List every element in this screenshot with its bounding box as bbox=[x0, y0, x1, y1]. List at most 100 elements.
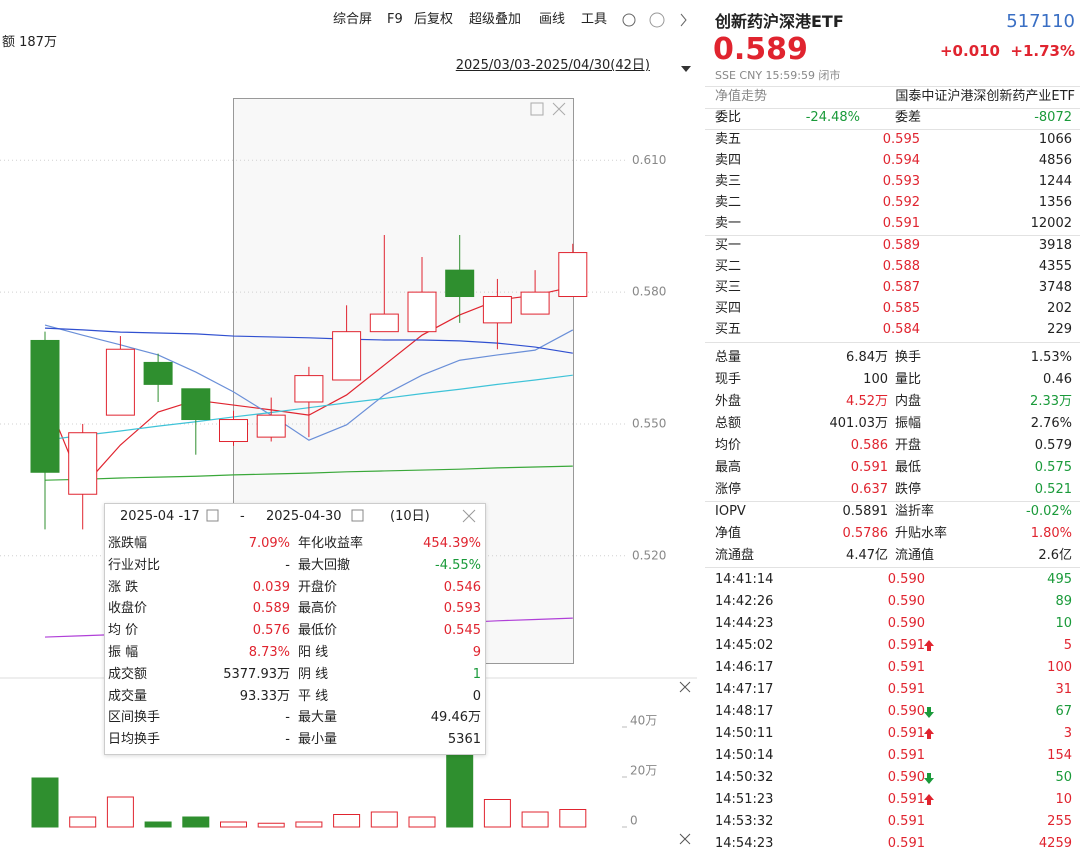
toolbar-button[interactable]: 超级叠加 bbox=[469, 12, 522, 27]
toolbar-button[interactable]: 工具 bbox=[581, 12, 608, 27]
y-tick-label: 0.520 bbox=[632, 548, 666, 562]
close-icon[interactable] bbox=[679, 681, 691, 693]
trade-volume: 154 bbox=[1047, 748, 1072, 763]
volume-bar bbox=[521, 811, 549, 828]
order-volume: 4856 bbox=[1038, 153, 1072, 168]
next-icon[interactable] bbox=[680, 13, 687, 27]
stat-value: 0.576 bbox=[252, 623, 290, 639]
settings-icon[interactable] bbox=[622, 13, 636, 27]
security-code: 517110 bbox=[1006, 11, 1075, 32]
trade-price: 0.590 bbox=[887, 770, 925, 785]
separator bbox=[705, 235, 1080, 236]
end-date[interactable]: 2025-04-30 bbox=[266, 509, 342, 524]
quote-value: 2.6亿 bbox=[1038, 548, 1072, 563]
quote-label: 最高 bbox=[715, 460, 742, 475]
candle-body bbox=[256, 414, 286, 438]
help-icon[interactable] bbox=[649, 12, 665, 28]
close-icon[interactable] bbox=[679, 833, 691, 845]
candle-body bbox=[30, 339, 60, 473]
trade-volume: 31 bbox=[1055, 682, 1072, 697]
market-meta: SSE CNY 15:59:59 闭市 bbox=[715, 68, 841, 82]
quote-value: 401.03万 bbox=[829, 416, 889, 431]
candle-body bbox=[143, 361, 173, 385]
start-date[interactable]: 2025-04 -17 bbox=[120, 509, 200, 524]
date-separator: - bbox=[240, 509, 245, 524]
quote-value: 0.521 bbox=[1034, 482, 1072, 497]
y-tick-label: 0.580 bbox=[632, 285, 666, 299]
stat-label: 阳 线 bbox=[298, 645, 329, 660]
stat-label: 最大量 bbox=[298, 710, 338, 726]
order-volume: 229 bbox=[1047, 322, 1072, 337]
order-price: 0.587 bbox=[882, 280, 920, 295]
trade-time: 14:47:17 bbox=[715, 682, 774, 697]
trade-volume: 3 bbox=[1063, 726, 1072, 741]
trade-price: 0.591 bbox=[887, 836, 925, 851]
stat-label: 成交量 bbox=[108, 688, 148, 704]
order-price: 0.585 bbox=[882, 301, 920, 316]
quote-value: 2.76% bbox=[1030, 416, 1072, 431]
trade-time: 14:41:14 bbox=[715, 572, 774, 587]
nav-tab[interactable]: 净值走势 bbox=[715, 89, 768, 104]
trade-volume: 255 bbox=[1047, 814, 1072, 829]
close-icon[interactable] bbox=[552, 102, 566, 116]
trade-volume: 10 bbox=[1055, 616, 1072, 631]
order-volume: 1066 bbox=[1038, 132, 1072, 147]
trade-volume: 89 bbox=[1055, 594, 1072, 609]
trade-arrow bbox=[924, 640, 934, 651]
trade-time: 14:50:11 bbox=[715, 726, 774, 741]
quote-value: -0.02% bbox=[1026, 504, 1072, 519]
date-range[interactable]: 2025/03/03-2025/04/30(42日) bbox=[455, 58, 650, 73]
quote-label: 净值 bbox=[715, 526, 742, 541]
ratio-label: 委比 bbox=[715, 110, 742, 125]
order-price: 0.593 bbox=[882, 174, 920, 189]
trade-price: 0.591 bbox=[887, 792, 925, 807]
separator bbox=[705, 342, 1080, 343]
y-tick-label: 40万 bbox=[630, 714, 657, 728]
stat-value: 0.589 bbox=[252, 601, 290, 617]
dropdown-icon[interactable] bbox=[681, 66, 691, 72]
stat-value: 0.039 bbox=[252, 579, 290, 595]
quote-label: 内盘 bbox=[895, 394, 922, 409]
trade-time: 14:50:14 bbox=[715, 748, 774, 763]
separator bbox=[705, 108, 1080, 109]
quote-label: 开盘 bbox=[895, 438, 922, 453]
trade-price: 0.590 bbox=[887, 594, 925, 609]
stat-value: 93.33万 bbox=[239, 688, 290, 704]
stat-label: 年化收益率 bbox=[298, 536, 364, 551]
toolbar-button[interactable]: 后复权 bbox=[414, 12, 454, 27]
quote-value: 0.575 bbox=[1034, 460, 1072, 475]
order-level: 卖五 bbox=[715, 132, 742, 147]
quote-label: 跌停 bbox=[895, 482, 922, 497]
trade-arrow bbox=[924, 707, 934, 718]
trade-price: 0.591 bbox=[887, 748, 925, 763]
trade-volume: 67 bbox=[1055, 704, 1072, 719]
quote-label: IOPV bbox=[715, 504, 746, 519]
ratio-label: 委差 bbox=[895, 110, 922, 125]
volume-bar bbox=[69, 816, 97, 828]
trade-volume: 495 bbox=[1047, 572, 1072, 587]
volume-bar bbox=[31, 777, 59, 828]
order-price: 0.594 bbox=[882, 153, 920, 168]
moving-average-line bbox=[44, 465, 573, 481]
quote-label: 现手 bbox=[715, 372, 742, 387]
toolbar-button[interactable]: F9 bbox=[387, 12, 403, 27]
range-days: (10日) bbox=[390, 509, 430, 524]
volume-bar bbox=[295, 821, 323, 828]
box-icon[interactable] bbox=[530, 102, 544, 116]
toolbar-button[interactable]: 综合屏 bbox=[333, 12, 373, 27]
order-volume: 202 bbox=[1047, 301, 1072, 316]
stat-label: 最低价 bbox=[298, 623, 338, 639]
candle-body bbox=[445, 269, 475, 298]
stat-label: 最大回撤 bbox=[298, 557, 351, 573]
order-level: 买五 bbox=[715, 322, 742, 337]
order-price: 0.591 bbox=[882, 216, 920, 231]
volume-bar bbox=[408, 816, 436, 828]
stat-label: 平 线 bbox=[298, 688, 329, 704]
stat-value: 454.39% bbox=[423, 536, 481, 551]
quote-value: 0.591 bbox=[850, 460, 888, 475]
quote-label: 流通值 bbox=[895, 548, 935, 563]
trade-time: 14:51:23 bbox=[715, 792, 774, 807]
stat-label: 最小量 bbox=[298, 732, 338, 748]
quote-value: 6.84万 bbox=[846, 350, 888, 365]
toolbar-button[interactable]: 画线 bbox=[539, 12, 566, 27]
